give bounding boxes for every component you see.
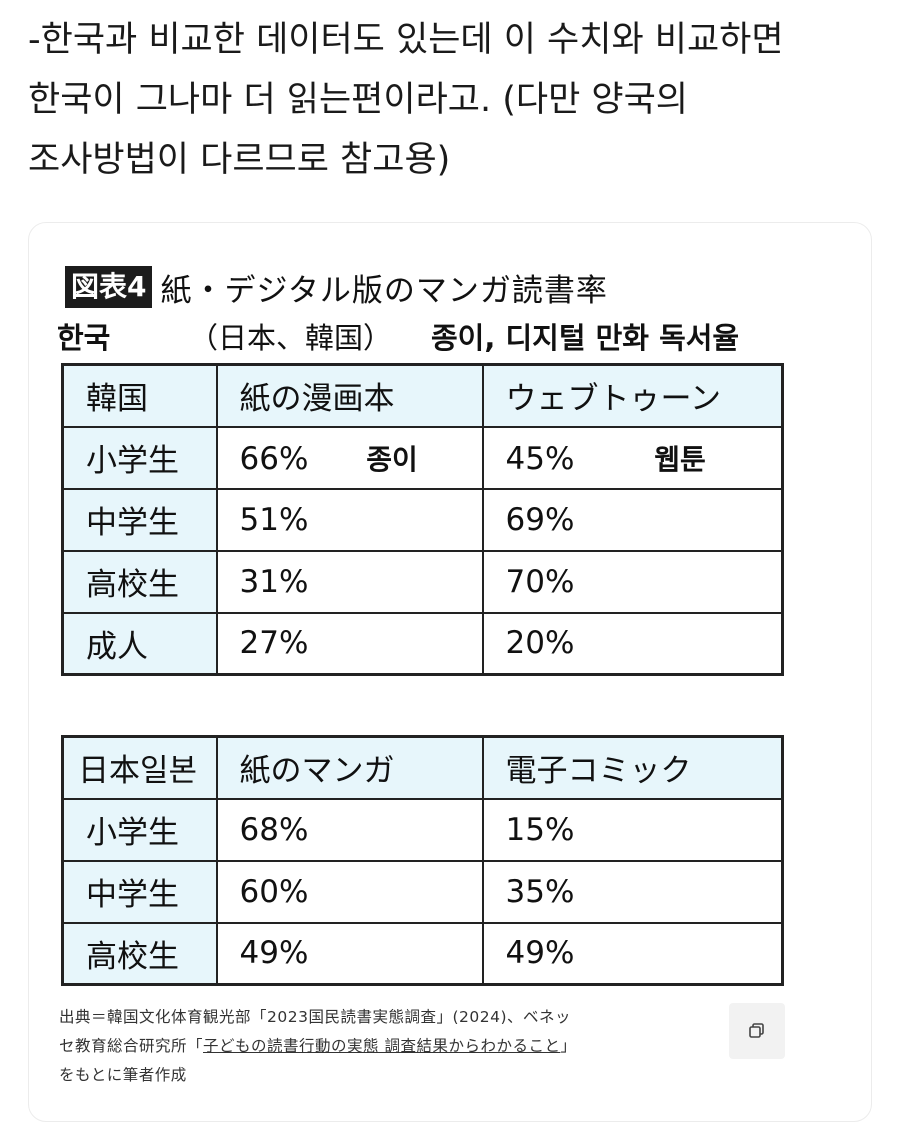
post-text: -한국과 비교한 데이터도 있는데 이 수치와 비교하면 한국이 그나마 더 읽… <box>28 10 878 190</box>
header-cell: 韓国 <box>61 363 218 428</box>
paper-cell: 66% 종이 <box>215 425 484 490</box>
web-cell: 45% 웹툰 <box>481 425 784 490</box>
value: 45% <box>505 440 575 477</box>
subtitle-japanese: （日本、韓国） <box>189 321 393 355</box>
header-cell: 日本일본 <box>61 735 218 800</box>
row-label: 高校生 <box>61 921 218 986</box>
subtitle-korea-prefix: 한국 <box>57 321 111 355</box>
row-label: 成人 <box>61 611 218 676</box>
table-row: 小学生 66% 종이 45% 웹툰 <box>61 425 784 490</box>
web-cell: 70% <box>481 549 784 614</box>
source-text: セ教育総合研究所「 <box>59 1037 204 1055</box>
post-line: 한국이 그나마 더 읽는편이라고. (다만 양국의 <box>28 80 689 120</box>
post-line: -한국과 비교한 데이터도 있는데 이 수치와 비교하면 <box>28 20 784 60</box>
table-row: 成人 27% 20% <box>61 611 784 676</box>
post-line: 조사방법이 다르므로 참고용) <box>28 140 451 180</box>
figure-title: 図表4 紙・デジタル版のマンガ読書率 <box>65 263 608 311</box>
row-label: 中学生 <box>61 487 218 552</box>
table-row: 中学生 51% 69% <box>61 487 784 552</box>
header-cell: 紙のマンガ <box>215 735 484 800</box>
table-row: 中学生 60% 35% <box>61 859 784 924</box>
table-header-row: 日本일본 紙のマンガ 電子コミック <box>61 735 784 800</box>
annotation-web: 웹툰 <box>654 442 706 476</box>
source-text: 」 <box>560 1037 577 1055</box>
value: 66% <box>239 440 309 477</box>
header-cell: 紙の漫画本 <box>215 363 484 428</box>
source-line: をもとに筆者作成 <box>59 1066 187 1084</box>
paper-cell: 51% <box>215 487 484 552</box>
row-label: 小学生 <box>61 425 218 490</box>
row-label: 高校生 <box>61 549 218 614</box>
web-cell: 20% <box>481 611 784 676</box>
paper-cell: 27% <box>215 611 484 676</box>
header-cell: 電子コミック <box>481 735 784 800</box>
paper-cell: 60% <box>215 859 484 924</box>
annotation-paper: 종이 <box>366 442 418 476</box>
copy-button[interactable] <box>729 1003 785 1059</box>
digital-cell: 15% <box>481 797 784 862</box>
source-line: 出典＝韓国文化体育観光部「2023国民読書実態調査」(2024)、ベネッ <box>59 1008 571 1026</box>
row-label: 中学生 <box>61 859 218 924</box>
source-link[interactable]: 子どもの読書行動の実態 調査結果からわかること <box>203 1037 561 1055</box>
embedded-image-card: 図表4 紙・デジタル版のマンガ読書率 한국 （日本、韓国） 종이, 디지털 만화… <box>28 222 872 1122</box>
table-row: 高校生 31% 70% <box>61 549 784 614</box>
figure-title-text: 紙・デジタル版のマンガ読書率 <box>160 272 608 309</box>
table-header-row: 韓国 紙の漫画本 ウェブトゥーン <box>61 363 784 428</box>
digital-cell: 35% <box>481 859 784 924</box>
paper-cell: 68% <box>215 797 484 862</box>
subtitle-korean: 종이, 디지털 만화 독서율 <box>431 321 740 355</box>
row-label: 小学生 <box>61 797 218 862</box>
web-cell: 69% <box>481 487 784 552</box>
korea-table: 韓国 紙の漫画本 ウェブトゥーン 小学生 66% 종이 45% 웹툰 中学生 5… <box>61 363 784 676</box>
source-caption: 出典＝韓国文化体育観光部「2023国民読書実態調査」(2024)、ベネッ セ教育… <box>59 1003 719 1090</box>
source-line: セ教育総合研究所「子どもの読書行動の実態 調査結果からわかること」 <box>59 1032 719 1061</box>
digital-cell: 49% <box>481 921 784 986</box>
japan-table: 日本일본 紙のマンガ 電子コミック 小学生 68% 15% 中学生 60% 35… <box>61 735 784 986</box>
figure: 図表4 紙・デジタル版のマンガ読書率 한국 （日本、韓国） 종이, 디지털 만화… <box>57 253 791 1013</box>
paper-cell: 31% <box>215 549 484 614</box>
paper-cell: 49% <box>215 921 484 986</box>
header-cell: ウェブトゥーン <box>481 363 784 428</box>
table-row: 高校生 49% 49% <box>61 921 784 986</box>
figure-badge: 図表4 <box>65 266 153 308</box>
table-row: 小学生 68% 15% <box>61 797 784 862</box>
figure-subtitle: 한국 （日本、韓国） 종이, 디지털 만화 독서율 <box>57 311 797 355</box>
copy-icon <box>749 1023 764 1038</box>
